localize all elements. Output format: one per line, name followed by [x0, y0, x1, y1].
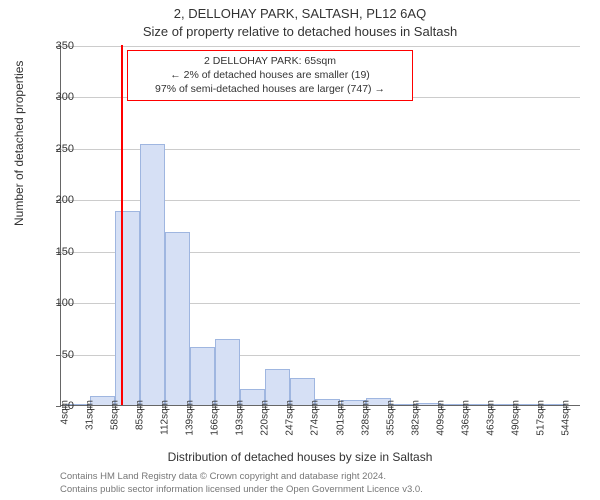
xtick-label: 409sqm: [435, 400, 446, 436]
ytick-label: 250: [34, 143, 74, 155]
histogram-bar: [165, 232, 190, 405]
chart-title-address: 2, DELLOHAY PARK, SALTASH, PL12 6AQ: [0, 6, 600, 21]
chart-container: 2, DELLOHAY PARK, SALTASH, PL12 6AQ Size…: [0, 0, 600, 500]
x-axis-label: Distribution of detached houses by size …: [0, 450, 600, 464]
ytick-label: 300: [34, 91, 74, 103]
ytick-label: 150: [34, 246, 74, 258]
xtick-label: 328sqm: [360, 400, 371, 436]
xtick-label: 490sqm: [511, 400, 522, 436]
xtick-label: 382sqm: [410, 400, 421, 436]
plot-area: 4sqm31sqm58sqm85sqm112sqm139sqm166sqm193…: [60, 46, 580, 406]
annotation-line: 97% of semi-detached houses are larger (…: [134, 82, 406, 96]
annotation-box: 2 DELLOHAY PARK: 65sqm← 2% of detached h…: [127, 50, 413, 101]
xtick-label: 139sqm: [185, 400, 196, 436]
ytick-label: 50: [34, 349, 74, 361]
property-marker-line: [121, 45, 123, 405]
xtick-label: 166sqm: [210, 400, 221, 436]
xtick-label: 301sqm: [335, 400, 346, 436]
xtick-label: 58sqm: [109, 400, 120, 430]
ytick-label: 0: [34, 400, 74, 412]
histogram-bar: [115, 211, 140, 405]
xtick-label: 85sqm: [134, 400, 145, 430]
xtick-label: 517sqm: [536, 400, 547, 436]
xtick-label: 355sqm: [385, 400, 396, 436]
xtick-label: 463sqm: [485, 400, 496, 436]
ytick-label: 350: [34, 40, 74, 52]
y-axis-label: Number of detached properties: [12, 61, 26, 226]
xtick-label: 436sqm: [460, 400, 471, 436]
xtick-label: 220sqm: [260, 400, 271, 436]
gridline: [61, 200, 580, 201]
gridline: [61, 46, 580, 47]
xtick-label: 247sqm: [285, 400, 296, 436]
xtick-label: 112sqm: [160, 400, 171, 435]
xtick-label: 31sqm: [84, 400, 95, 430]
xtick-label: 274sqm: [310, 400, 321, 436]
xtick-label: 544sqm: [561, 400, 572, 436]
chart-title-description: Size of property relative to detached ho…: [0, 24, 600, 39]
histogram-bar: [215, 339, 240, 405]
xtick-label: 193sqm: [235, 400, 246, 436]
gridline: [61, 149, 580, 150]
annotation-line: 2 DELLOHAY PARK: 65sqm: [134, 54, 406, 68]
ytick-label: 200: [34, 194, 74, 206]
footer-attribution: Contains HM Land Registry data © Crown c…: [60, 471, 580, 496]
histogram-bar: [140, 144, 165, 405]
annotation-line: ← 2% of detached houses are smaller (19): [134, 68, 406, 82]
footer-line-1: Contains HM Land Registry data © Crown c…: [60, 471, 580, 483]
histogram-bar: [190, 347, 215, 405]
footer-line-2: Contains public sector information licen…: [60, 484, 580, 496]
ytick-label: 100: [34, 297, 74, 309]
